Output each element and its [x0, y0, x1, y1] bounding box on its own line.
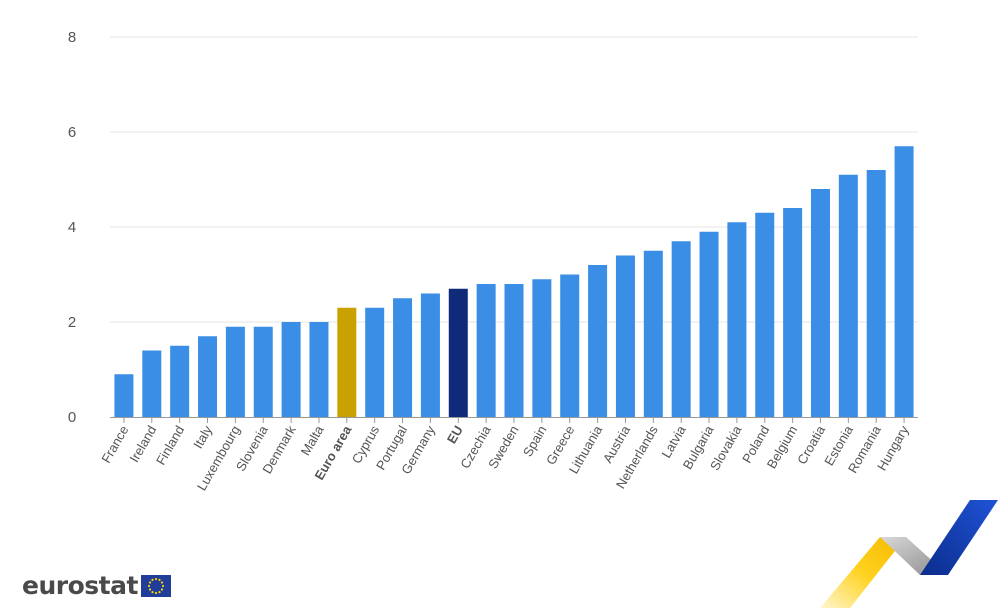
bar — [755, 212, 775, 417]
bar — [142, 350, 162, 417]
bar — [365, 307, 385, 417]
x-axis-ticks — [123, 417, 905, 423]
eurostat-logo: eurostat — [22, 573, 171, 598]
bar — [894, 146, 914, 417]
bar — [504, 284, 524, 417]
bar — [810, 189, 830, 417]
x-tick-label: Finland — [153, 423, 187, 467]
y-tick-label: 0 — [68, 409, 76, 426]
decorative-stripes — [820, 500, 998, 608]
bar — [838, 174, 858, 417]
bar — [225, 326, 245, 417]
bar — [420, 293, 440, 417]
y-tick-label: 2 — [68, 314, 76, 331]
bar — [198, 336, 218, 417]
x-tick-label: Italy — [190, 423, 215, 452]
bar — [114, 374, 134, 417]
x-tick-label: France — [98, 423, 131, 466]
bar — [476, 284, 496, 417]
y-tick-label: 8 — [68, 29, 76, 46]
y-tick-label: 4 — [68, 219, 76, 236]
x-tick-label: Spain — [520, 423, 550, 459]
eu-flag-icon — [140, 574, 171, 597]
bar — [699, 231, 719, 417]
bar — [170, 345, 190, 417]
bar — [281, 322, 301, 417]
bar — [727, 222, 747, 417]
bar — [671, 241, 691, 417]
chart-bars — [114, 146, 914, 417]
bar — [448, 288, 468, 417]
bar — [866, 170, 886, 417]
bar — [560, 274, 580, 417]
bar — [532, 279, 552, 417]
bar — [253, 326, 273, 417]
bar — [615, 255, 635, 417]
bar — [643, 250, 663, 417]
x-tick-label: EU — [444, 423, 466, 446]
bar — [588, 265, 608, 417]
y-axis: 0 2 4 6 8 — [68, 29, 76, 426]
bar — [337, 307, 357, 417]
x-tick-label: Malta — [298, 422, 327, 458]
y-tick-label: 6 — [68, 124, 76, 141]
bar — [393, 298, 413, 417]
logo-text: eurostat — [22, 571, 138, 600]
bar — [309, 322, 329, 417]
bar — [783, 208, 803, 417]
